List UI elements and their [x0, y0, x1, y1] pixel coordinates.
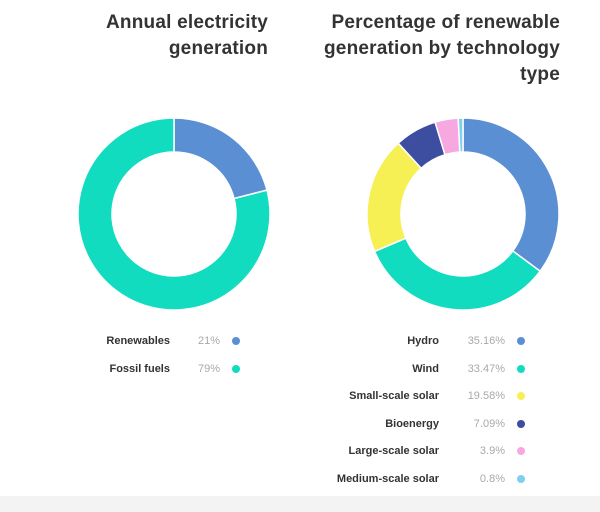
legend-swatch [232, 364, 240, 373]
slice-medium-scale-solar[interactable] [457, 117, 464, 153]
legend-value: 19.58% [467, 390, 505, 402]
footer-band [0, 496, 600, 512]
legend-item-bioenergy[interactable]: Bioenergy 7.09% [330, 416, 525, 444]
legend-value: 0.8% [479, 472, 505, 485]
legend-item-large-scale-solar[interactable]: Large-scale solar 3.9% [330, 443, 525, 471]
legend-item-fossil-fuels[interactable]: Fossil fuels 79% [60, 361, 240, 389]
legend-label: Large-scale solar [348, 445, 440, 457]
left-legend: Renewables 21% Fossil fuels 79% [60, 333, 240, 388]
slice-wind[interactable] [373, 237, 542, 311]
legend-item-hydro[interactable]: Hydro 35.16% [330, 333, 525, 361]
legend-value: 21% [197, 335, 220, 347]
legend-value: 7.09% [473, 417, 505, 430]
legend-item-small-scale-solar[interactable]: Small-scale solar 19.58% [330, 388, 525, 416]
legend-label: Wind [412, 362, 439, 375]
legend-value: 79% [197, 362, 220, 375]
legend-value: 33.47% [467, 362, 505, 375]
left-chart-title: Annual electricity generation [106, 12, 268, 59]
legend-value: 3.9% [479, 445, 505, 457]
legend-item-medium-scale-solar[interactable]: Medium-scale solar 0.8% [330, 471, 525, 499]
legend-item-renewables[interactable]: Renewables 21% [60, 333, 240, 361]
legend-swatch [517, 474, 525, 483]
legend-label: Small-scale solar [349, 390, 439, 402]
legend-label: Fossil fuels [109, 362, 170, 375]
legend-value: 35.16% [467, 335, 505, 347]
slice-fossil-fuels[interactable] [77, 117, 271, 311]
legend-swatch [517, 447, 525, 455]
electricity-generation-donut [77, 117, 271, 311]
legend-label: Hydro [407, 335, 439, 347]
slice-renewables[interactable] [173, 117, 268, 200]
legend-label: Bioenergy [385, 417, 439, 430]
right-chart-title: Percentage of renewable generation by te… [324, 12, 560, 85]
legend-swatch [517, 337, 525, 345]
right-legend: Hydro 35.16% Wind 33.47% Small-scale solar 19… [330, 333, 525, 498]
legend-swatch [517, 392, 525, 400]
slice-hydro[interactable] [462, 117, 560, 273]
legend-swatch [517, 419, 525, 428]
legend-swatch [232, 337, 240, 345]
renewable-technology-donut [366, 117, 560, 311]
legend-label: Renewables [106, 335, 170, 347]
legend-label: Medium-scale solar [336, 472, 439, 485]
legend-swatch [517, 364, 525, 373]
legend-item-wind[interactable]: Wind 33.47% [330, 361, 525, 389]
